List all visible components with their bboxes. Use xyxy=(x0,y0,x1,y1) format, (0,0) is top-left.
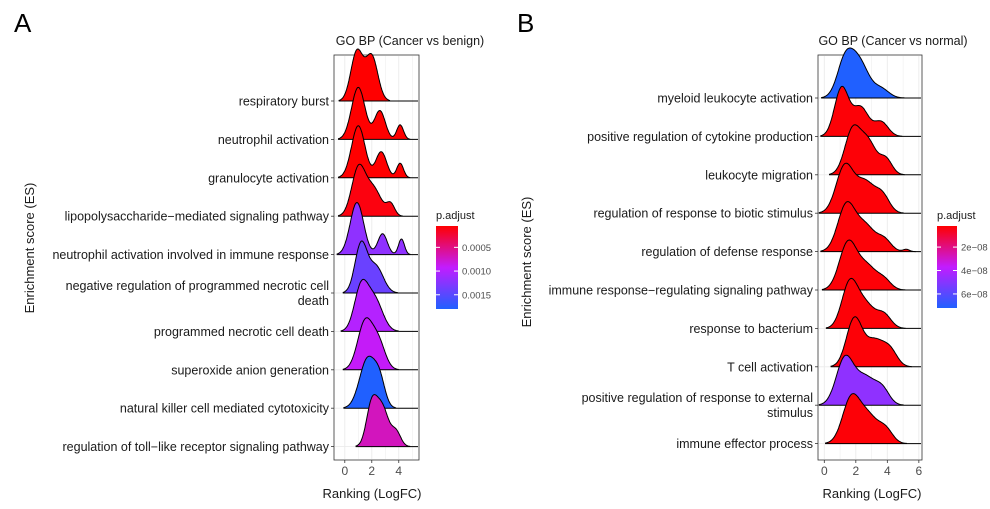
ridge-density xyxy=(818,163,904,214)
ridge-density xyxy=(825,278,906,329)
panel-b-legend: p.adjust 2e−08 4e−08 6e−08 xyxy=(937,210,988,308)
term-label: regulation of defense response xyxy=(641,245,813,259)
ridge-outline xyxy=(336,202,411,255)
ridge-outline xyxy=(337,86,411,140)
ridge-outline xyxy=(338,48,391,101)
panel-a-ridges xyxy=(336,48,418,448)
ridge-density xyxy=(820,86,903,137)
ridge-density xyxy=(343,356,397,409)
x-tick-label: 2 xyxy=(852,464,859,478)
term-label: superoxide anion generation xyxy=(171,363,329,377)
ridge-outline xyxy=(828,124,905,176)
term-label: lipopolysaccharide−mediated signaling pa… xyxy=(65,210,330,224)
ridge-outline xyxy=(821,47,905,99)
panel-b-y-axis-title: Enrichment score (ES) xyxy=(519,197,534,328)
legend-break-label: 0.0005 xyxy=(462,243,491,254)
ridge-outline xyxy=(825,277,906,329)
panel-b-legend-colorbar xyxy=(937,226,957,308)
ridge-density xyxy=(338,49,390,101)
panel-a-title: GO BP (Cancer vs benign) xyxy=(336,34,484,48)
ridge-density xyxy=(830,316,912,367)
ridge-density xyxy=(818,355,904,406)
term-label: death xyxy=(298,294,329,308)
ridge-outline xyxy=(343,355,397,409)
term-label: T cell activation xyxy=(727,360,813,374)
panel-b-legend-title: p.adjust xyxy=(937,210,976,222)
panel-b-legend-breaks: 2e−08 4e−08 6e−08 xyxy=(937,243,988,300)
ridge-density xyxy=(821,48,905,98)
legend-break-label: 0.0015 xyxy=(462,290,491,301)
ridge-outline xyxy=(340,278,399,332)
term-label: neutrophil activation involved in immune… xyxy=(52,248,329,262)
panel-a-legend: p.adjust 0.0005 0.0010 0.0015 xyxy=(436,210,491,309)
x-tick-label: 4 xyxy=(884,464,891,478)
panel-b: B GO BP (Cancer vs normal) Enrichment sc… xyxy=(517,8,988,501)
ridge-outline xyxy=(820,201,916,253)
ridge-outline xyxy=(818,162,904,214)
term-label: regulation of toll−like receptor signali… xyxy=(63,440,330,454)
term-label: neutrophil activation xyxy=(218,133,329,147)
ridge-outline xyxy=(355,394,411,447)
ridge-outline xyxy=(337,125,411,179)
ridge-outline xyxy=(818,354,904,406)
panel-b-x-axis-title: Ranking (LogFC) xyxy=(823,486,922,501)
ridge-outline xyxy=(337,163,403,217)
panel-a-legend-title: p.adjust xyxy=(436,210,475,222)
panel-a: A GO BP (Cancer vs benign) Enrichment sc… xyxy=(14,8,491,501)
panel-a-x-ticks: 0 2 4 xyxy=(341,460,402,478)
panel-b-term-labels: myeloid leukocyte activation positive reg… xyxy=(549,92,818,451)
x-tick-label: 4 xyxy=(395,464,402,478)
ridge-density xyxy=(820,201,916,252)
term-label: negative regulation of programmed necrot… xyxy=(66,279,329,293)
ridge-density xyxy=(336,202,411,255)
x-tick-label: 0 xyxy=(341,464,348,478)
term-label: immune effector process xyxy=(676,437,813,451)
term-label: immune response−regulating signaling pat… xyxy=(549,284,814,298)
legend-break-label: 4e−08 xyxy=(961,266,988,277)
panel-b-ridges xyxy=(818,47,921,445)
ridge-density xyxy=(340,279,399,332)
term-label: leukocyte migration xyxy=(705,168,813,182)
ridge-density xyxy=(825,393,907,444)
legend-break-label: 0.0010 xyxy=(462,267,491,278)
ridge-outline xyxy=(830,316,912,368)
term-label: natural killer cell mediated cytotoxicit… xyxy=(120,402,330,416)
term-label: respiratory burst xyxy=(239,95,330,109)
term-label: programmed necrotic cell death xyxy=(154,325,329,339)
term-label: granulocyte activation xyxy=(208,171,329,185)
x-tick-label: 2 xyxy=(368,464,375,478)
x-tick-label: 6 xyxy=(916,464,923,478)
ridge-density xyxy=(338,87,411,140)
ridge-density xyxy=(821,240,906,290)
legend-break-label: 2e−08 xyxy=(961,243,988,254)
ridge-density xyxy=(338,125,411,178)
panel-a-term-labels: respiratory burst neutrophil activation gr… xyxy=(52,95,334,454)
panel-label-b: B xyxy=(517,8,534,38)
term-label: positive regulation of cytokine producti… xyxy=(587,130,813,144)
term-label: positive regulation of response to exter… xyxy=(582,391,813,405)
term-label: regulation of response to biotic stimulu… xyxy=(593,207,813,221)
panel-b-title: GO BP (Cancer vs normal) xyxy=(818,34,967,48)
panel-a-legend-breaks: 0.0005 0.0010 0.0015 xyxy=(436,243,491,301)
panel-b-x-ticks: 0 2 4 6 xyxy=(821,460,923,478)
term-label: myeloid leukocyte activation xyxy=(657,92,813,106)
x-tick-label: 0 xyxy=(821,464,828,478)
ridge-outline xyxy=(825,393,907,444)
term-label: stimulus xyxy=(767,406,813,420)
panel-a-legend-colorbar xyxy=(436,226,458,309)
legend-break-label: 6e−08 xyxy=(961,289,988,300)
ridge-outline xyxy=(820,85,903,137)
ridge-density xyxy=(342,317,399,370)
panel-label-a: A xyxy=(14,8,32,38)
panel-a-x-axis-title: Ranking (LogFC) xyxy=(323,486,422,501)
ridge-outline xyxy=(342,240,399,294)
ridge-outline xyxy=(342,317,399,370)
panel-a-y-axis-title: Enrichment score (ES) xyxy=(22,183,37,314)
ridge-outline xyxy=(821,239,906,291)
term-label: response to bacterium xyxy=(689,322,813,336)
